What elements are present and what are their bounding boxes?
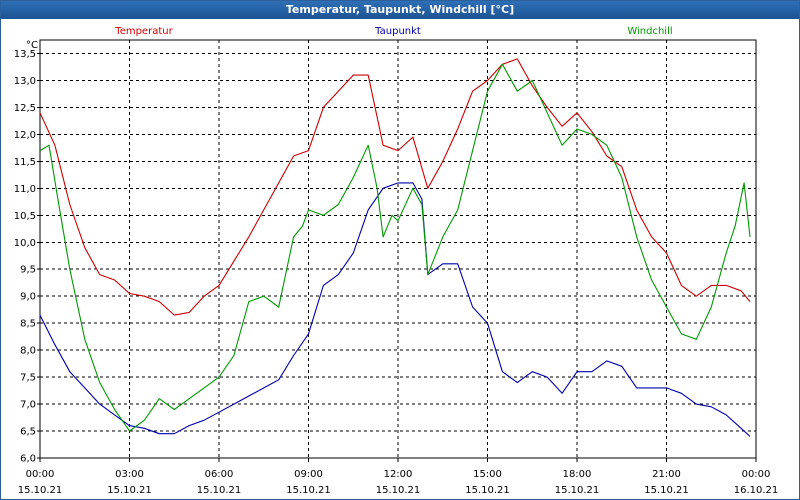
y-tick-label: 13,5 — [14, 49, 36, 60]
y-tick-label: 10,0 — [14, 238, 36, 249]
x-tick-time-label: 15:00 — [473, 469, 502, 480]
y-tick-label: 13,0 — [14, 76, 36, 87]
legend-temperatur: Temperatur — [114, 26, 173, 37]
y-tick-label: 9,5 — [20, 265, 36, 276]
x-tick-date-label: 15.10.21 — [376, 485, 421, 496]
x-tick-time-label: 09:00 — [294, 469, 323, 480]
x-tick-date-label: 15.10.21 — [107, 485, 152, 496]
x-tick-time-label: 00:00 — [742, 469, 771, 480]
x-tick-date-label: 15.10.21 — [644, 485, 689, 496]
y-axis-label: °C — [26, 40, 38, 51]
y-tick-label: 10,5 — [14, 211, 36, 222]
x-tick-date-label: 15.10.21 — [555, 485, 600, 496]
y-tick-label: 12,5 — [14, 103, 36, 114]
x-tick-time-label: 00:00 — [26, 469, 55, 480]
x-tick-time-label: 03:00 — [115, 469, 144, 480]
x-tick-time-label: 06:00 — [205, 469, 234, 480]
window-title: Temperatur, Taupunkt, Windchill [°C] — [1, 1, 799, 19]
plot-border — [39, 39, 757, 459]
x-tick-time-label: 21:00 — [652, 469, 681, 480]
y-tick-label: 6,5 — [20, 427, 36, 438]
y-tick-label: 11,5 — [14, 157, 36, 168]
y-tick-label: 11,0 — [14, 184, 36, 195]
legend-windchill: Windchill — [627, 26, 672, 37]
y-tick-label: 8,0 — [20, 346, 36, 357]
series-line-windchill — [39, 63, 751, 432]
series-line-taupunkt — [39, 182, 751, 437]
y-tick-label: 9,0 — [20, 292, 36, 303]
y-tick-label: 7,0 — [20, 400, 36, 411]
y-tick-label: 8,5 — [20, 319, 36, 330]
x-tick-date-label: 16.10.21 — [734, 485, 779, 496]
y-tick-label: 6,0 — [20, 454, 36, 465]
x-tick-date-label: 15.10.21 — [286, 485, 331, 496]
legend-taupunkt: Taupunkt — [374, 26, 421, 37]
chart-axes — [37, 39, 757, 462]
chart-series — [39, 58, 751, 437]
series-line-temperatur — [39, 58, 751, 316]
x-tick-date-label: 15.10.21 — [18, 485, 63, 496]
chart-ticks: 6,0 6,5 7,0 7,5 8,0 8,5 9,0 9,5 10,0 10,5 11,0 11,5… — [14, 40, 779, 496]
chart-legend: Temperatur Taupunkt Windchill — [114, 26, 672, 37]
y-tick-label: 7,5 — [20, 373, 36, 384]
x-tick-date-label: 15.10.21 — [197, 485, 242, 496]
x-tick-time-label: 12:00 — [384, 469, 413, 480]
y-tick-label: 12,0 — [14, 130, 36, 141]
x-tick-time-label: 18:00 — [563, 469, 592, 480]
chart-grid — [40, 40, 756, 458]
x-tick-date-label: 15.10.21 — [465, 485, 510, 496]
